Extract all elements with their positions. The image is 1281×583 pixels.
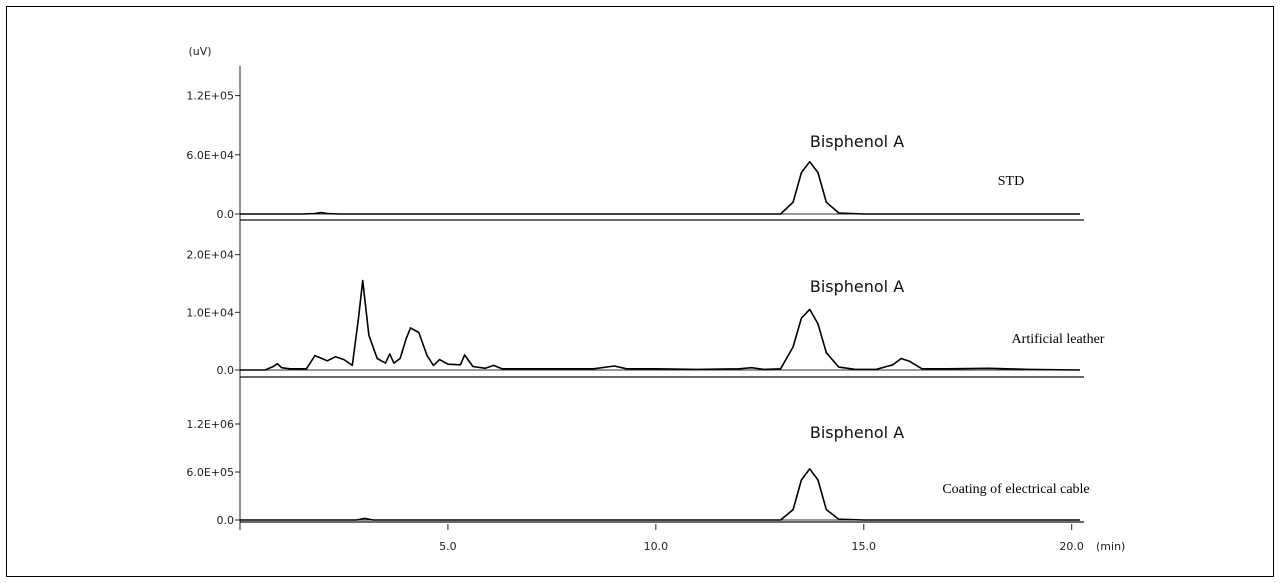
y-unit-label: (uV): [188, 45, 211, 58]
y-tick-label: 6.0E+04: [186, 149, 234, 162]
peak-annotation: Bisphenol A: [810, 423, 904, 442]
sample-label: STD: [998, 174, 1024, 189]
sample-label: Artificial leather: [1012, 332, 1105, 347]
y-tick-label: 0.0: [217, 364, 235, 377]
figure-frame: [6, 6, 1274, 577]
x-unit-label: (min): [1096, 540, 1125, 553]
y-tick-label: 2.0E+04: [186, 249, 234, 262]
y-tick-label: 6.0E+05: [186, 466, 234, 479]
y-tick-label: 1.2E+06: [186, 418, 234, 431]
sample-label: Coating of electrical cable: [942, 482, 1089, 497]
y-tick-label: 1.0E+04: [186, 306, 234, 319]
x-tick-label: 20.0: [1059, 540, 1084, 553]
y-tick-label: 0.0: [217, 514, 235, 527]
x-tick-label: 10.0: [644, 540, 669, 553]
chromatogram-trace: [240, 279, 1081, 371]
peak-annotation: Bisphenol A: [810, 277, 904, 296]
chromatogram-trace: [240, 160, 1080, 215]
chromatogram-trace: [240, 468, 1080, 521]
y-tick-label: 0.0: [217, 208, 235, 221]
peak-annotation: Bisphenol A: [810, 132, 904, 151]
x-tick-label: 15.0: [852, 540, 877, 553]
x-tick-label: 5.0: [439, 540, 457, 553]
y-tick-label: 1.2E+05: [186, 90, 234, 103]
